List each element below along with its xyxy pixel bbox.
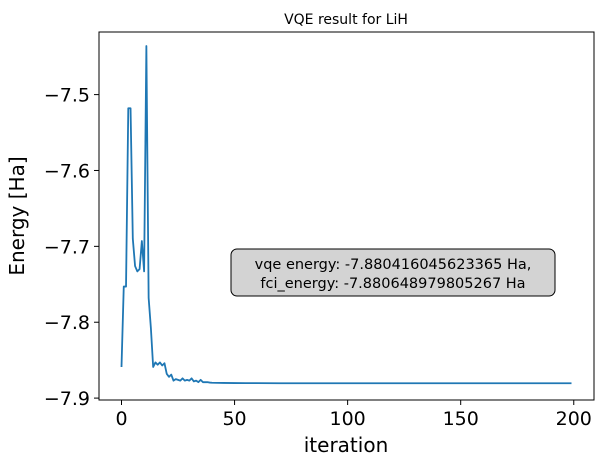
y-axis-label: Energy [Ha] xyxy=(5,156,29,275)
x-tick-label: 150 xyxy=(443,408,479,430)
x-tick-label: 0 xyxy=(115,408,127,430)
energy-series-line xyxy=(120,45,572,385)
energy-annotation-box: vqe energy: -7.880416045623365 Ha, fci_e… xyxy=(230,248,556,297)
x-tick-label: 50 xyxy=(222,408,246,430)
x-axis-label: iteration xyxy=(304,433,389,457)
y-tick-label: −7.8 xyxy=(44,312,90,334)
tick-marks: 0 50 100 150 200 −7.5 −7.6 −7.7 −7.8 −7.9 xyxy=(44,85,592,430)
y-tick-label: −7.5 xyxy=(44,85,90,107)
annotation-vqe-energy: vqe energy: -7.880416045623365 Ha, xyxy=(255,257,532,273)
x-tick-label: 100 xyxy=(329,408,365,430)
y-tick-label: −7.7 xyxy=(44,236,90,258)
y-tick-label: −7.9 xyxy=(44,388,90,410)
chart-title: VQE result for LiH xyxy=(284,12,408,28)
x-tick-label: 200 xyxy=(556,408,592,430)
annotation-background xyxy=(230,248,556,297)
plot-area xyxy=(120,45,572,385)
y-tick-label: −7.6 xyxy=(44,160,90,182)
axes-frame xyxy=(98,31,595,401)
annotation-fci-energy: fci_energy: -7.880648979805267 Ha xyxy=(260,276,525,292)
